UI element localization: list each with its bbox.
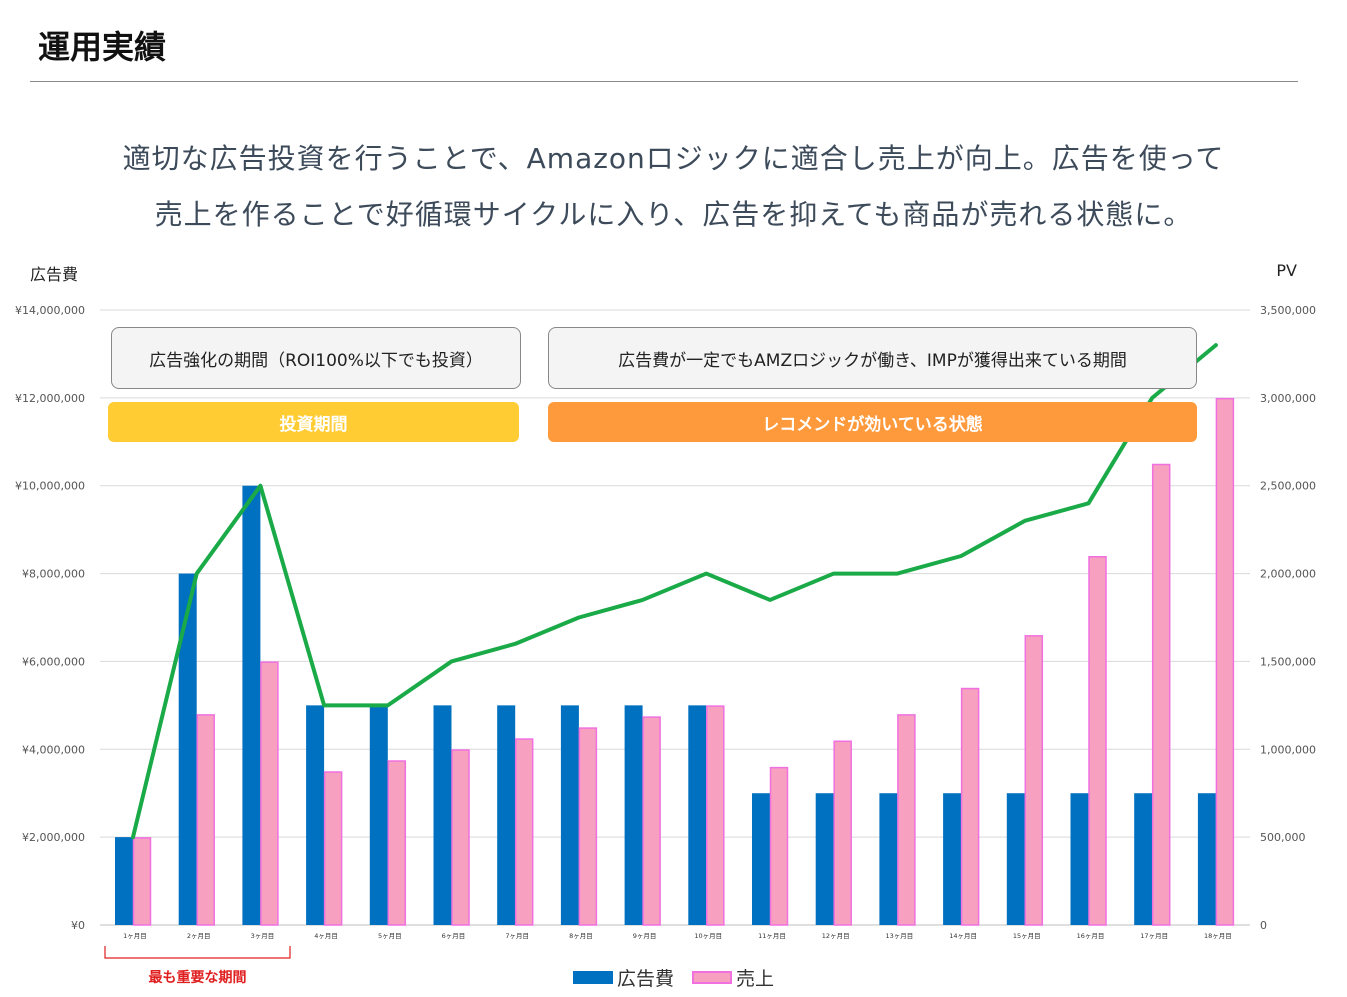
x-tick-label: 12ヶ月目 [822,932,850,940]
y2-tick-label: 3,500,000 [1260,304,1316,317]
bar-sales [1024,635,1044,926]
y-tick-label: ¥10,000,000 [15,480,85,493]
legend-item-sales: 売上 [692,964,774,991]
y2-tick-label: 1,500,000 [1260,655,1316,668]
bar-sales [578,727,598,926]
legend-swatch-sales [692,971,733,984]
bar-ad-cost [242,485,261,925]
y2-tick-label: 3,000,000 [1260,392,1316,405]
bar-sales [769,766,789,926]
headline-line-2: 売上を作ることで好循環サイクルに入り、広告を抑えても商品が売れる状態に。 [154,198,1193,231]
bar-ad-cost [115,837,133,925]
bar-ad-cost [879,793,898,925]
x-tick-label: 18ヶ月目 [1204,932,1232,940]
bar-sales [1215,397,1235,926]
x-tick-label: 11ヶ月目 [758,932,786,940]
bar-ad-cost [1070,793,1089,925]
x-tick-label: 1ヶ月目 [123,932,147,940]
x-tick-label: 14ヶ月目 [949,932,977,940]
page-title: 運用実績 [38,28,167,66]
bar-ad-cost [1134,793,1153,925]
y-tick-label: ¥6,000,000 [22,655,85,668]
bar-sales [387,760,407,926]
legend-label-sales: 売上 [736,968,775,990]
bar-sales [260,661,279,926]
y2-tick-label: 2,500,000 [1260,480,1316,493]
bar-sales [706,705,725,926]
title-divider [30,81,1298,82]
y-tick-label: ¥12,000,000 [15,392,85,405]
x-tick-label: 15ヶ月目 [1013,932,1041,940]
x-tick-label: 17ヶ月目 [1140,932,1168,940]
y-tick-label: ¥2,000,000 [22,831,85,844]
bar-sales [833,740,852,926]
bracket-label: 最も重要な期間 [148,970,247,986]
legend-label-ad-cost: 広告費 [617,968,675,990]
bar-sales [960,687,980,926]
bar-sales [897,714,916,926]
x-tick-label: 13ヶ月目 [886,932,914,940]
bar-sales [196,714,215,926]
y-tick-label: ¥4,000,000 [22,743,85,756]
bracket-most-important [104,946,291,959]
x-tick-label: 9ヶ月目 [633,932,657,940]
phase-bar-investment: 投資期間 [108,402,519,442]
phase-bar-recommend: レコメンドが効いている状態 [548,402,1197,442]
bar-ad-cost [369,705,388,925]
x-tick-label: 3ヶ月目 [251,932,275,940]
annotation-box-right: 広告費が一定でもAMZロジックが働き、IMPが獲得出来ている期間 [548,327,1197,389]
x-tick-label: 7ヶ月目 [505,932,529,940]
y2-tick-label: 0 [1260,919,1267,932]
bar-sales [642,716,661,926]
left-axis-title: 広告費 [30,265,79,284]
x-tick-label: 10ヶ月目 [694,932,722,940]
bar-sales [1088,556,1107,926]
chart-legend: 広告費 売上 [573,964,792,991]
bar-ad-cost [1197,793,1216,925]
bar-ad-cost [752,793,770,925]
bar-ad-cost [497,705,516,925]
bar-ad-cost [943,793,962,925]
y-tick-label: ¥0 [71,919,85,932]
x-tick-label: 2ヶ月目 [187,932,211,940]
y2-tick-label: 2,000,000 [1260,568,1316,581]
y-tick-label: ¥14,000,000 [15,304,85,317]
bar-ad-cost [688,705,707,925]
y2-tick-label: 500,000 [1260,831,1306,844]
bar-sales [514,738,534,926]
bar-ad-cost [560,705,579,925]
bar-sales [451,749,470,926]
y-tick-label: ¥8,000,000 [22,568,85,581]
bar-ad-cost [433,705,452,925]
bar-sales [323,771,343,926]
x-tick-label: 4ヶ月目 [314,932,338,940]
y2-tick-label: 1,000,000 [1260,743,1316,756]
legend-swatch-ad-cost [573,971,613,984]
annotation-box-left: 広告強化の期間（ROI100%以下でも投資） [111,327,521,389]
x-tick-label: 5ヶ月目 [378,932,402,940]
right-axis-title: PV [1276,261,1297,280]
x-tick-label: 16ヶ月目 [1077,932,1105,940]
line-pv [131,343,1218,840]
bar-ad-cost [306,705,325,925]
bar-ad-cost [1006,793,1025,925]
legend-item-ad-cost: 広告費 [573,964,674,991]
bar-ad-cost [815,793,834,925]
bar-ad-cost [624,705,643,925]
bar-sales [1151,463,1171,926]
bar-sales [132,837,152,926]
x-tick-label: 8ヶ月目 [569,932,593,940]
x-tick-label: 6ヶ月目 [442,932,466,940]
headline-line-1: 適切な広告投資を行うことで、Amazonロジックに適合し売上が向上。広告を使って [122,142,1225,175]
bar-ad-cost [178,573,197,925]
